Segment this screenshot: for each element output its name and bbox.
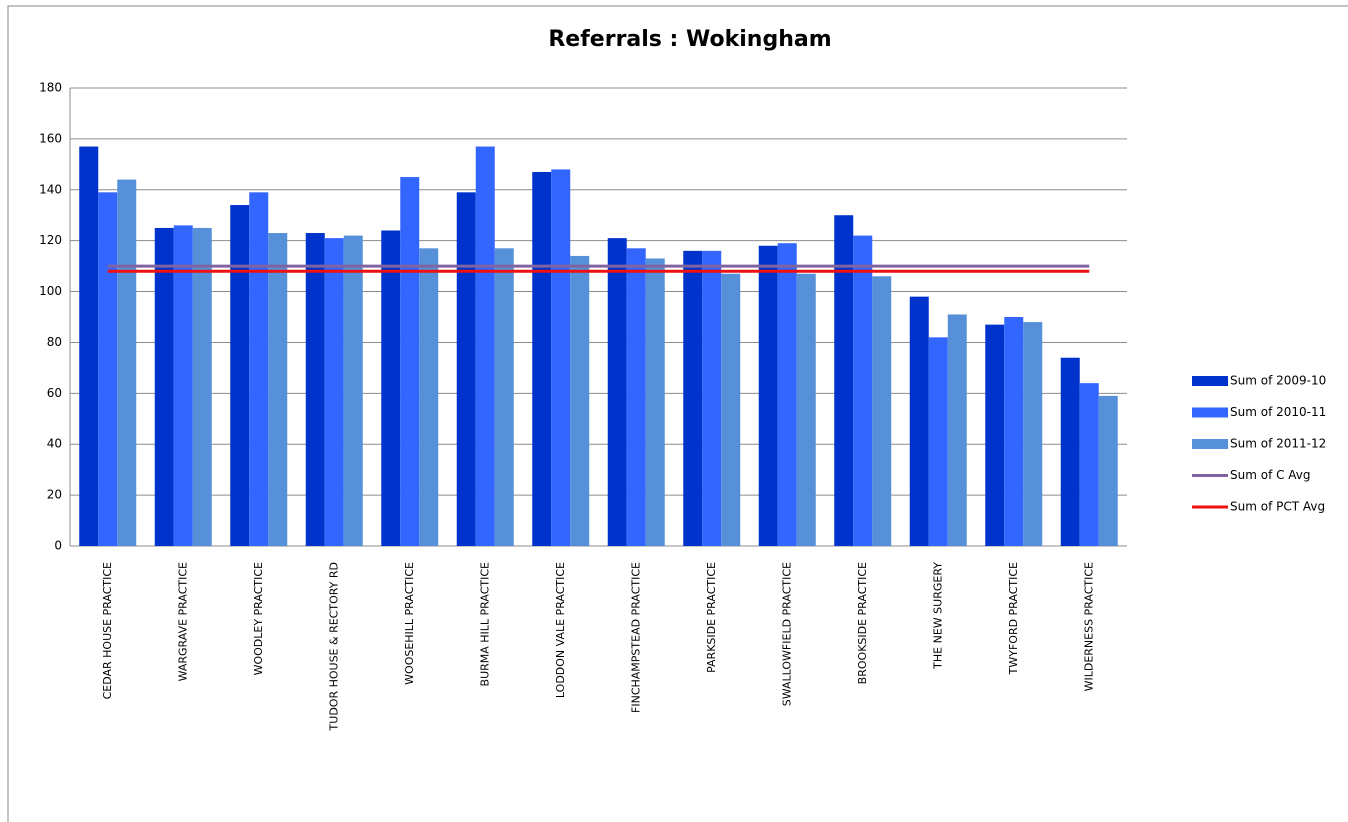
bar [494,248,514,547]
y-tick-label: 0 [54,539,62,553]
bar [419,248,439,547]
y-tick-label: 180 [39,81,62,95]
bar [1060,357,1080,546]
x-tick-label: WOOSEHILL PRACTICE [403,562,416,685]
bar [249,192,269,547]
bar [475,146,495,546]
bar [1079,383,1099,546]
bar [683,250,703,546]
bar [872,276,892,546]
y-tick-label: 60 [47,386,62,400]
bar [928,337,948,546]
x-tick-label: WOODLEY PRACTICE [252,562,265,675]
bar [626,248,646,547]
bar [324,238,344,546]
y-tick-label: 120 [39,233,62,247]
bar [456,192,476,547]
x-tick-label: FINCHAMPSTEAD PRACTICE [629,562,642,713]
y-tick-label: 20 [47,488,62,502]
legend-label: Sum of C Avg [1230,468,1311,482]
x-tick-label: WARGRAVE PRACTICE [176,562,189,681]
bar [400,177,420,547]
bar [947,314,967,546]
legend-label: Sum of 2009-10 [1230,374,1326,388]
bar [192,227,212,546]
bar [985,324,1005,546]
bar [305,233,325,547]
legend-swatch [1192,376,1228,386]
bar [154,227,174,546]
x-tick-label: TUDOR HOUSE & RECTORY RD [327,562,340,731]
bar [796,273,816,546]
x-tick-label: LODDON VALE PRACTICE [554,562,567,698]
bar [268,233,288,547]
bar [702,250,722,546]
x-tick-label: SWALLOWFIELD PRACTICE [780,562,793,706]
x-tick-label: CEDAR HOUSE PRACTICE [101,562,114,699]
x-tick-label: WILDERNESS PRACTICE [1082,562,1095,691]
bar [98,192,118,547]
legend-label: Sum of 2011-12 [1230,437,1326,451]
bar [381,230,401,546]
y-tick-label: 80 [47,335,62,349]
x-tick-label: BROOKSIDE PRACTICE [856,562,869,684]
x-tick-label: THE NEW SURGERY [931,562,944,670]
x-tick-label: TWYFORD PRACTICE [1007,562,1020,675]
y-tick-label: 40 [47,437,62,451]
y-tick-label: 100 [39,284,62,298]
y-tick-label: 140 [39,182,62,196]
bar [79,146,99,546]
bar [1004,317,1024,546]
bar [1023,322,1043,546]
legend-label: Sum of 2010-11 [1230,405,1326,419]
bar [173,225,193,546]
bar [532,171,552,546]
bar [230,205,250,547]
x-tick-label: PARKSIDE PRACTICE [705,562,718,673]
bar [834,215,854,546]
bar [777,243,797,546]
legend-swatch [1192,439,1228,449]
bar [758,245,778,546]
x-tick-label: BURMA HILL PRACTICE [478,562,491,687]
bar [607,238,627,546]
legend-label: Sum of PCT Avg [1230,500,1325,514]
bar [343,235,363,547]
bar [853,235,873,547]
bar [117,179,137,546]
bar [1098,395,1118,546]
y-tick-label: 160 [39,131,62,145]
bar [551,169,571,546]
bar [721,273,741,546]
bar [570,255,590,546]
bar [909,296,929,546]
legend-swatch [1192,407,1228,418]
bar [645,258,665,546]
chart-title: Referrals : Wokingham [548,27,831,52]
